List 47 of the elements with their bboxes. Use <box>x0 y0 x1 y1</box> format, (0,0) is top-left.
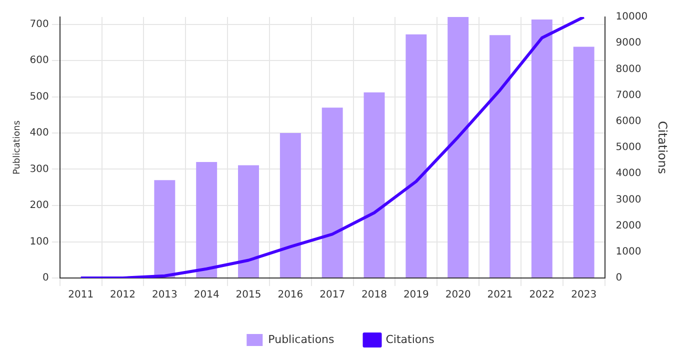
y2-tick-label: 4000 <box>616 168 642 180</box>
bar <box>238 165 259 278</box>
y-tick-label: 700 <box>30 18 49 30</box>
y-tick-label: 500 <box>30 91 49 102</box>
legend-label: Citations <box>386 332 435 346</box>
x-tick-label: 2020 <box>445 290 471 301</box>
y-axis-title: Publications <box>12 120 23 175</box>
x-tick-label: 2019 <box>403 290 429 301</box>
x-tick-label: 2021 <box>487 290 513 301</box>
x-tick-label: 2015 <box>236 290 262 301</box>
y2-tick-label: 1000 <box>616 246 642 258</box>
bar <box>406 34 427 278</box>
y2-tick-label: 3000 <box>616 194 642 206</box>
bar <box>196 162 218 278</box>
x-tick-label: 2012 <box>110 290 136 301</box>
x-tick-label: 2022 <box>529 290 555 301</box>
legend-label: Publications <box>268 332 335 346</box>
y2-tick-label: 5000 <box>616 142 642 154</box>
y-tick-label: 0 <box>42 272 49 284</box>
bar <box>490 35 510 278</box>
bar <box>448 17 469 278</box>
x-tick-label: 2013 <box>152 290 178 301</box>
x-tick-label: 2014 <box>194 290 220 301</box>
y-tick-label: 100 <box>30 236 49 248</box>
y2-tick-label: 7000 <box>616 90 642 101</box>
x-tick-label: 2018 <box>362 290 387 301</box>
x-tick-label: 2023 <box>571 290 597 301</box>
x-tick-label: 2011 <box>68 290 94 301</box>
y2-tick-label: 8000 <box>616 64 642 75</box>
bar <box>154 180 176 278</box>
y2-axis-title: Citations <box>656 120 670 174</box>
x-tick-label: 2017 <box>320 290 346 301</box>
bar <box>364 92 385 278</box>
bar <box>573 46 594 278</box>
y2-tick-label: 10000 <box>616 12 648 23</box>
y-tick-label: 300 <box>30 164 49 175</box>
y-tick-label: 600 <box>30 55 49 66</box>
y-tick-label: 400 <box>30 128 49 139</box>
y2-tick-label: 0 <box>616 272 622 284</box>
bar <box>322 108 343 278</box>
y2-tick-label: 6000 <box>616 116 642 127</box>
bar <box>531 20 552 278</box>
y2-tick-label: 2000 <box>616 220 642 232</box>
y-tick-label: 200 <box>30 200 49 212</box>
x-tick-label: 2016 <box>278 290 304 301</box>
y2-tick-label: 9000 <box>616 38 642 49</box>
bar <box>280 133 301 278</box>
